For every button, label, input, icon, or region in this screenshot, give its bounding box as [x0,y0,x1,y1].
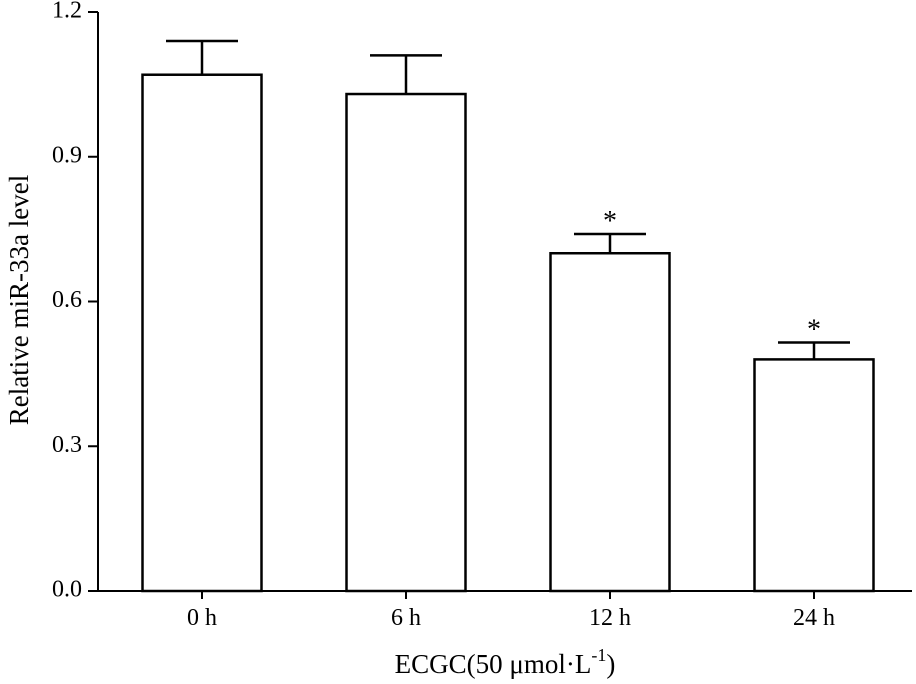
x-tick-label: 0 h [187,605,217,631]
bar [549,252,671,593]
x-ticks: 0 h 6 h 12 h 24 h [187,591,835,631]
x-axis-title-main: ECGC(50 μmol·L [395,649,592,679]
x-axis-title-superscript: -1 [591,645,606,665]
y-ticks: 0.0 0.3 0.6 0.9 1.2 [52,0,98,603]
x-tick-label: 12 h [589,605,631,631]
y-axis-title: Relative miR-33a level [4,175,34,425]
x-axis-title: ECGC(50 μmol·L-1) [395,645,616,679]
x-tick-label: 24 h [793,605,835,631]
y-tick-label: 0.9 [52,142,82,168]
y-tick-label: 0.3 [52,432,82,458]
significance-marker: * [807,315,821,346]
bar [345,92,467,593]
bar [753,358,875,593]
y-tick-label: 1.2 [52,0,82,24]
x-axis-title-suffix: ) [606,649,615,679]
x-tick-label: 6 h [391,605,421,631]
y-tick-label: 0.0 [52,577,82,603]
significance-marker: * [603,206,617,237]
bars: ** [141,39,875,593]
bar [141,73,263,593]
y-tick-label: 0.6 [52,287,82,313]
